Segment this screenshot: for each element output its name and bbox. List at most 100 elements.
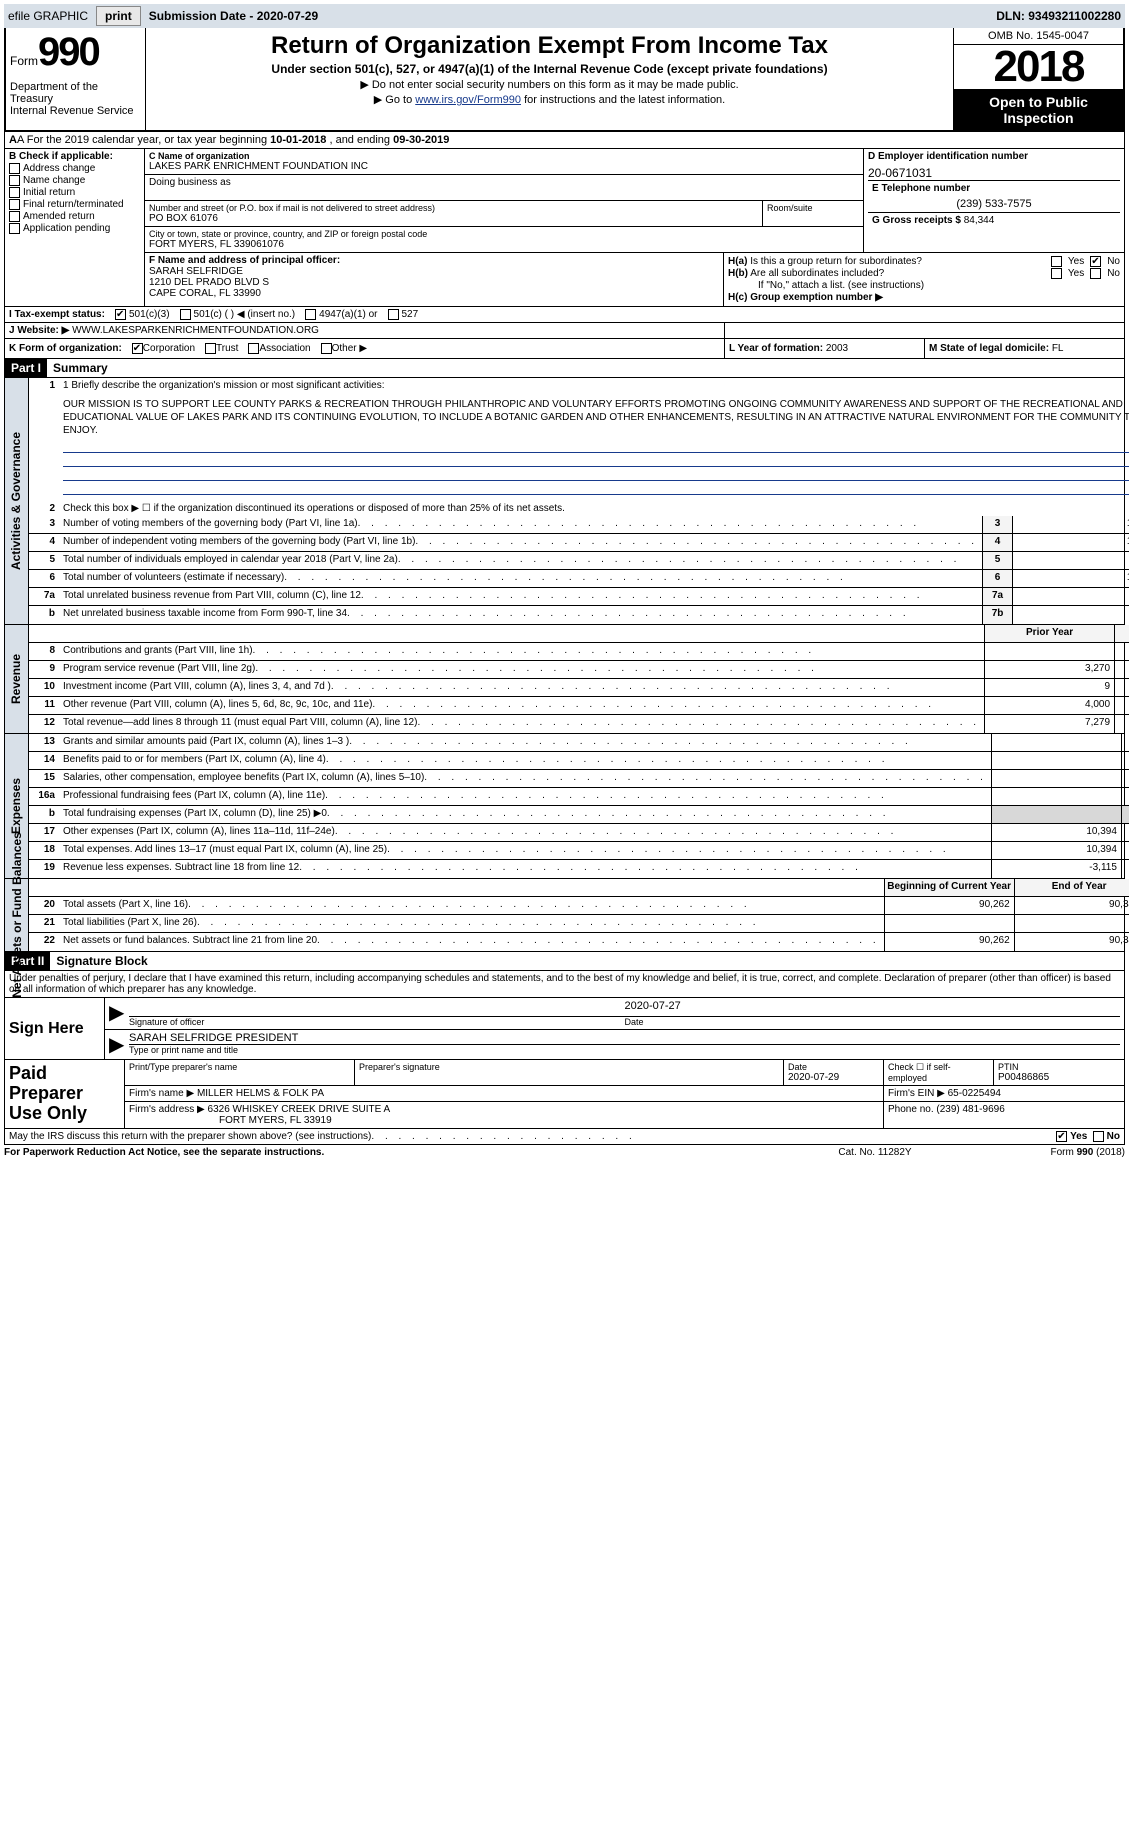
- prep-date: 2020-07-29: [788, 1072, 879, 1083]
- row-k-form-org: K Form of organization: Corporation Trus…: [5, 339, 724, 358]
- part-2-title: Signature Block: [50, 952, 153, 970]
- form-number: Form990: [10, 30, 141, 75]
- table-row: 7aTotal unrelated business revenue from …: [29, 588, 1129, 606]
- rule-line: [63, 467, 1129, 481]
- sign-caret-icon: ▶: [109, 1000, 129, 1027]
- sign-here-label: Sign Here: [5, 998, 105, 1059]
- chk-app-pending[interactable]: [9, 223, 20, 234]
- table-row: bNet unrelated business taxable income f…: [29, 606, 1129, 624]
- chk-other[interactable]: [321, 343, 332, 354]
- room-suite-box: Room/suite: [763, 201, 863, 226]
- state-domicile: M State of legal domicile: FL: [924, 339, 1124, 358]
- form-header: Form990 Department of the Treasury Inter…: [4, 28, 1125, 132]
- open-inspection: Open to Public Inspection: [954, 90, 1123, 130]
- firm-ein: 65-0225494: [948, 1088, 1001, 1099]
- section-b-checkboxes: B Check if applicable: Address change Na…: [5, 149, 145, 306]
- side-label-governance: Activities & Governance: [5, 378, 29, 624]
- tax-year: 2018: [954, 45, 1123, 90]
- chk-501c3[interactable]: [115, 309, 126, 320]
- table-row: 12Total revenue—add lines 8 through 11 (…: [29, 715, 1129, 733]
- department: Department of the Treasury Internal Reve…: [10, 81, 141, 117]
- table-row: 13Grants and similar amounts paid (Part …: [29, 734, 1129, 752]
- ein-box: D Employer identification number 20-0671…: [868, 151, 1120, 180]
- table-row: 6Total number of volunteers (estimate if…: [29, 570, 1129, 588]
- chk-assoc[interactable]: [248, 343, 259, 354]
- part-1-header: Part I: [5, 359, 47, 377]
- firm-address: 6326 WHISKEY CREEK DRIVE SUITE A: [208, 1104, 391, 1115]
- rule-line: [63, 439, 1129, 453]
- h-b-no[interactable]: [1090, 268, 1101, 279]
- side-label-net-assets: Net Assets or Fund Balances: [5, 879, 29, 951]
- chk-501c[interactable]: [180, 309, 191, 320]
- mission-text: OUR MISSION IS TO SUPPORT LEE COUNTY PAR…: [59, 396, 1129, 439]
- table-row: 4Number of independent voting members of…: [29, 534, 1129, 552]
- hdr-current-year: Current Year: [1114, 625, 1129, 642]
- officer-name-title: SARAH SELFRIDGE PRESIDENT: [129, 1032, 1120, 1044]
- chk-527[interactable]: [388, 309, 399, 320]
- form-title: Return of Organization Exempt From Incom…: [150, 32, 949, 60]
- table-row: 5Total number of individuals employed in…: [29, 552, 1129, 570]
- rule-line: [63, 453, 1129, 467]
- irs-link[interactable]: www.irs.gov/Form990: [415, 94, 521, 106]
- perjury-statement: Under penalties of perjury, I declare th…: [5, 971, 1124, 998]
- paperwork-notice: For Paperwork Reduction Act Notice, see …: [4, 1147, 775, 1158]
- name-title-label: Type or print name and title: [129, 1044, 1120, 1055]
- firm-name: MILLER HELMS & FOLK PA: [197, 1088, 324, 1099]
- telephone-box: E Telephone number (239) 533-7575: [868, 180, 1120, 212]
- table-row: 14Benefits paid to or for members (Part …: [29, 752, 1129, 770]
- rule-line: [63, 481, 1129, 495]
- paid-preparer-label: Paid Preparer Use Only: [5, 1060, 125, 1128]
- hdr-prior-year: Prior Year: [984, 625, 1114, 642]
- submission-date: Submission Date - 2020-07-29: [149, 9, 318, 23]
- table-row: 11Other revenue (Part VIII, column (A), …: [29, 697, 1129, 715]
- website-value: WWW.LAKESPARKENRICHMENTFOUNDATION.ORG: [72, 325, 319, 336]
- chk-initial-return[interactable]: [9, 187, 20, 198]
- org-name-box: C Name of organization LAKES PARK ENRICH…: [145, 149, 863, 175]
- sig-date: 2020-07-27: [625, 1000, 1121, 1016]
- may-no[interactable]: [1093, 1131, 1104, 1142]
- table-row: 18Total expenses. Add lines 13–17 (must …: [29, 842, 1129, 860]
- hdr-beginning-year: Beginning of Current Year: [884, 879, 1014, 896]
- form-note-2: ▶ Go to www.irs.gov/Form990 for instruct…: [150, 93, 949, 106]
- chk-address-change[interactable]: [9, 163, 20, 174]
- table-row: 19Revenue less expenses. Subtract line 1…: [29, 860, 1129, 878]
- row-j-website: J Website: ▶ WWW.LAKESPARKENRICHMENTFOUN…: [4, 323, 1125, 339]
- year-formation: L Year of formation: 2003: [724, 339, 924, 358]
- h-b-yes[interactable]: [1051, 268, 1062, 279]
- principal-officer-box: F Name and address of principal officer:…: [145, 253, 724, 306]
- table-row: bTotal fundraising expenses (Part IX, co…: [29, 806, 1129, 824]
- row-i-tax-status: I Tax-exempt status: 501(c)(3) 501(c) ( …: [4, 307, 1125, 323]
- table-row: 20Total assets (Part X, line 16) . . . .…: [29, 897, 1129, 915]
- may-yes[interactable]: [1056, 1131, 1067, 1142]
- may-discuss-row: May the IRS discuss this return with the…: [4, 1129, 1125, 1145]
- table-row: 21Total liabilities (Part X, line 26) . …: [29, 915, 1129, 933]
- print-name-label: Print/Type preparer's name: [129, 1062, 350, 1072]
- h-a-no[interactable]: [1090, 256, 1101, 267]
- firm-phone: (239) 481-9696: [936, 1104, 1004, 1115]
- section-h: H(a) Is this a group return for subordin…: [724, 253, 1124, 306]
- form-note-1: ▶ Do not enter social security numbers o…: [150, 78, 949, 91]
- table-row: 15Salaries, other compensation, employee…: [29, 770, 1129, 788]
- top-bar: efile GRAPHIC print Submission Date - 20…: [4, 4, 1125, 28]
- chk-name-change[interactable]: [9, 175, 20, 186]
- chk-corp[interactable]: [132, 343, 143, 354]
- self-employed-check: Check ☐ if self-employed: [888, 1062, 989, 1083]
- prep-sig-label: Preparer's signature: [359, 1062, 779, 1072]
- gross-receipts-box: G Gross receipts $ 84,344: [868, 212, 1120, 228]
- part-1-title: Summary: [47, 359, 114, 377]
- table-row: 9Program service revenue (Part VIII, lin…: [29, 661, 1129, 679]
- table-row: 8Contributions and grants (Part VIII, li…: [29, 643, 1129, 661]
- h-a-yes[interactable]: [1051, 256, 1062, 267]
- sig-officer-label: Signature of officer: [129, 1016, 625, 1027]
- line-1-label: 1 Briefly describe the organization's mi…: [59, 378, 1129, 396]
- dln: DLN: 93493211002280: [996, 9, 1121, 23]
- chk-4947[interactable]: [305, 309, 316, 320]
- print-button[interactable]: print: [96, 6, 141, 26]
- chk-final-return[interactable]: [9, 199, 20, 210]
- table-row: 22Net assets or fund balances. Subtract …: [29, 933, 1129, 951]
- table-row: 16aProfessional fundraising fees (Part I…: [29, 788, 1129, 806]
- cat-number: Cat. No. 11282Y: [775, 1147, 975, 1158]
- chk-trust[interactable]: [205, 343, 216, 354]
- chk-amended-return[interactable]: [9, 211, 20, 222]
- city-box: City or town, state or province, country…: [145, 226, 863, 252]
